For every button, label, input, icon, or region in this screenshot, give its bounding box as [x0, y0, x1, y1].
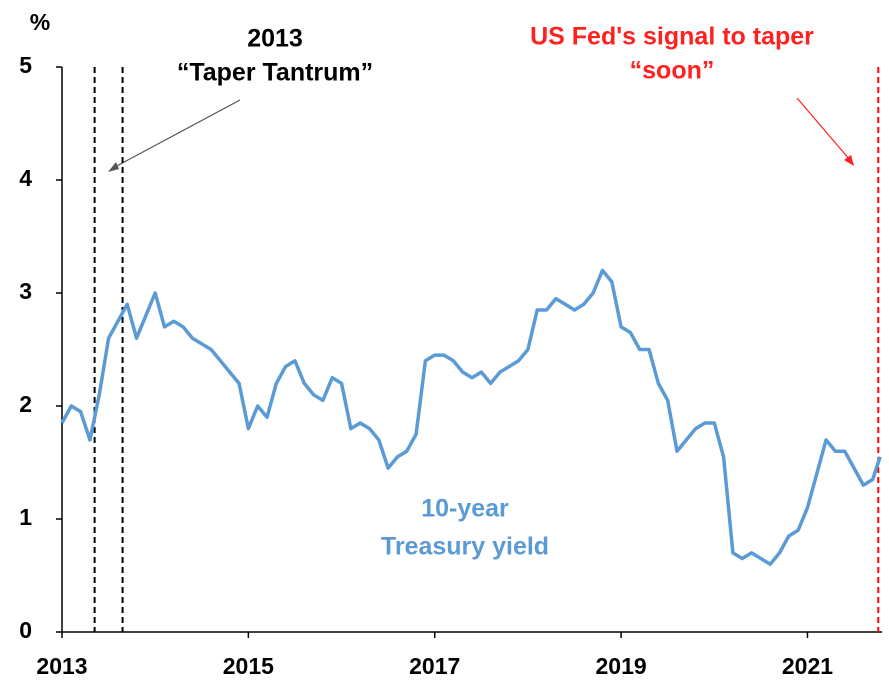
- annotation: US Fed's signal to taper: [530, 23, 814, 51]
- x-tick-label: 2019: [596, 653, 647, 679]
- y-tick-label: 1: [19, 504, 32, 530]
- x-tick-label: 2013: [36, 653, 87, 679]
- annotation: 2013: [247, 25, 303, 53]
- y-tick-label: 2: [19, 391, 32, 417]
- series-label: Treasury yield: [381, 533, 549, 561]
- series-label: 10-year: [421, 495, 509, 523]
- annotation: “Taper Tantrum”: [177, 59, 373, 87]
- annotation: “soon”: [630, 57, 715, 85]
- y-tick-label: 0: [19, 617, 32, 643]
- y-tick-label: 5: [19, 52, 32, 78]
- x-tick-label: 2021: [782, 653, 833, 679]
- arrow: [796, 97, 851, 161]
- arrow-head: [844, 155, 854, 166]
- x-tick-label: 2015: [223, 653, 274, 679]
- arrow-head: [108, 162, 119, 172]
- x-tick-label: 2017: [409, 653, 460, 679]
- y-unit: %: [30, 9, 50, 35]
- y-tick-label: 3: [19, 278, 32, 304]
- y-tick-label: 4: [19, 165, 32, 191]
- series-line: [60, 268, 882, 566]
- arrow: [112, 99, 241, 169]
